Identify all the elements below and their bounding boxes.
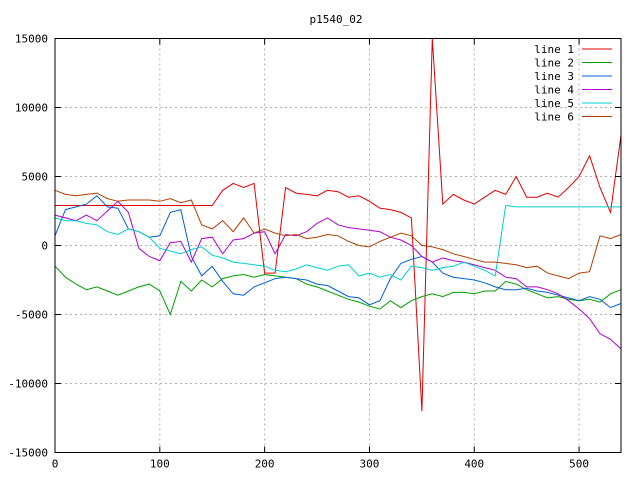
series-line-6 [54,189,622,280]
y-tick-label: 0 [41,240,48,253]
legend-label-5: line 5 [534,97,574,110]
y-tick-label: -10000 [8,378,48,391]
grid [55,38,621,453]
axis-ticks: 0 100 200 300 400 500 -15000 -10000 -5000 0 5000 10… [8,33,621,471]
series-line-3 [54,195,622,309]
legend-label-2: line 2 [534,57,574,70]
legend-label-6: line 6 [534,111,574,124]
series-line-5 [54,204,621,281]
series-lines [54,38,622,412]
series-line-1 [55,38,622,412]
x-tick-label: 500 [569,458,589,471]
series-line-2 [54,265,622,316]
y-tick-label: 5000 [22,171,49,184]
x-tick-label: 0 [52,458,59,471]
legend-label-1: line 1 [534,43,574,56]
y-tick-label: -15000 [8,447,48,460]
x-tick-label: 200 [255,458,275,471]
series-line-4 [54,200,622,350]
x-tick-label: 300 [360,458,380,471]
legend-label-4: line 4 [534,84,574,97]
x-tick-label: 400 [464,458,484,471]
y-tick-label: -5000 [15,309,48,322]
y-tick-label: 10000 [15,102,48,115]
x-tick-label: 100 [150,458,170,471]
y-tick-label: 15000 [15,33,48,46]
chart-title: p1540_02 [310,13,363,26]
legend-label-3: line 3 [534,70,574,83]
